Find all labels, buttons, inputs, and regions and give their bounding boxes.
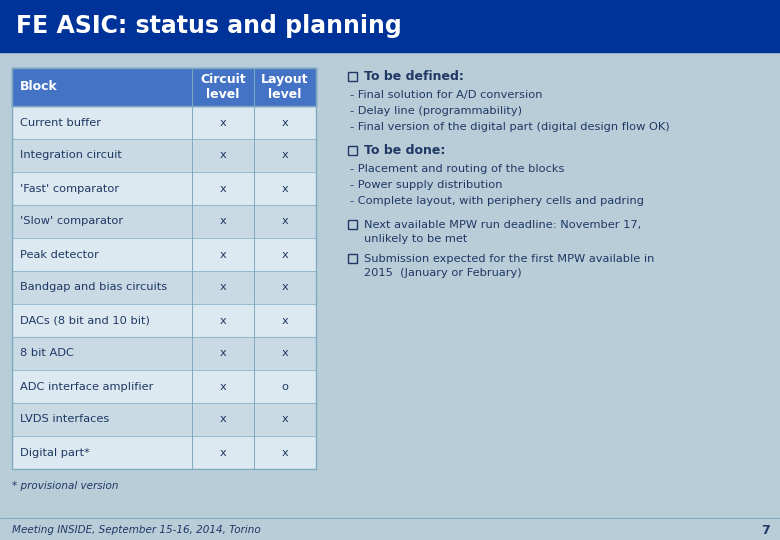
Text: x: x xyxy=(220,184,226,193)
Text: - Final solution for A/D conversion: - Final solution for A/D conversion xyxy=(350,90,543,100)
Text: x: x xyxy=(282,217,289,226)
Text: Next available MPW run deadline: November 17,: Next available MPW run deadline: Novembe… xyxy=(364,220,641,230)
Text: - Delay line (programmability): - Delay line (programmability) xyxy=(350,106,522,116)
Text: x: x xyxy=(282,448,289,457)
Text: 'Slow' comparator: 'Slow' comparator xyxy=(20,217,123,226)
Text: To be defined:: To be defined: xyxy=(364,70,464,83)
Text: 2015  (January or February): 2015 (January or February) xyxy=(364,268,522,278)
Text: Submission expected for the first MPW available in: Submission expected for the first MPW av… xyxy=(364,254,654,264)
Text: Meeting INSIDE, September 15-16, 2014, Torino: Meeting INSIDE, September 15-16, 2014, T… xyxy=(12,525,261,535)
Text: Integration circuit: Integration circuit xyxy=(20,151,122,160)
Bar xyxy=(348,72,357,81)
Text: x: x xyxy=(220,151,226,160)
Text: - Power supply distribution: - Power supply distribution xyxy=(350,180,502,190)
Text: Peak detector: Peak detector xyxy=(20,249,99,260)
Bar xyxy=(348,146,357,155)
Text: * provisional version: * provisional version xyxy=(12,481,119,491)
Text: DACs (8 bit and 10 bit): DACs (8 bit and 10 bit) xyxy=(20,315,150,326)
Bar xyxy=(12,139,316,172)
Text: To be done:: To be done: xyxy=(364,144,445,157)
Text: x: x xyxy=(220,348,226,359)
Text: x: x xyxy=(220,315,226,326)
Text: x: x xyxy=(282,348,289,359)
Text: 8 bit ADC: 8 bit ADC xyxy=(20,348,74,359)
Text: Current buffer: Current buffer xyxy=(20,118,101,127)
Text: x: x xyxy=(282,249,289,260)
Text: Bandgap and bias circuits: Bandgap and bias circuits xyxy=(20,282,167,293)
Text: x: x xyxy=(220,217,226,226)
Text: Digital part*: Digital part* xyxy=(20,448,90,457)
Text: x: x xyxy=(282,415,289,424)
Bar xyxy=(12,271,316,304)
Text: - Final version of the digital part (digital design flow OK): - Final version of the digital part (dig… xyxy=(350,122,669,132)
Bar xyxy=(12,205,316,238)
Bar xyxy=(348,254,357,263)
Text: Circuit
level: Circuit level xyxy=(200,73,246,101)
Bar xyxy=(12,172,316,205)
Bar xyxy=(0,0,780,52)
Bar xyxy=(12,436,316,469)
Text: unlikely to be met: unlikely to be met xyxy=(364,234,467,244)
Bar xyxy=(12,403,316,436)
Bar xyxy=(12,370,316,403)
Text: Block: Block xyxy=(20,80,58,93)
Text: x: x xyxy=(220,448,226,457)
Text: x: x xyxy=(220,282,226,293)
Text: x: x xyxy=(282,118,289,127)
Text: x: x xyxy=(282,151,289,160)
Text: x: x xyxy=(282,315,289,326)
Text: - Placement and routing of the blocks: - Placement and routing of the blocks xyxy=(350,164,565,174)
Bar xyxy=(12,238,316,271)
Text: x: x xyxy=(220,118,226,127)
Text: Layout
level: Layout level xyxy=(261,73,309,101)
Bar xyxy=(12,337,316,370)
Bar xyxy=(12,68,316,469)
Text: x: x xyxy=(220,249,226,260)
Text: x: x xyxy=(220,381,226,391)
Bar xyxy=(12,106,316,139)
Text: FE ASIC: status and planning: FE ASIC: status and planning xyxy=(16,14,402,38)
Text: 7: 7 xyxy=(761,523,770,537)
Bar xyxy=(348,220,357,229)
Text: x: x xyxy=(220,415,226,424)
Bar xyxy=(12,68,316,106)
Text: o: o xyxy=(282,381,289,391)
Text: x: x xyxy=(282,184,289,193)
Text: x: x xyxy=(282,282,289,293)
Bar xyxy=(12,304,316,337)
Text: - Complete layout, with periphery cells and padring: - Complete layout, with periphery cells … xyxy=(350,196,644,206)
Text: 'Fast' comparator: 'Fast' comparator xyxy=(20,184,119,193)
Text: LVDS interfaces: LVDS interfaces xyxy=(20,415,109,424)
Text: ADC interface amplifier: ADC interface amplifier xyxy=(20,381,154,391)
